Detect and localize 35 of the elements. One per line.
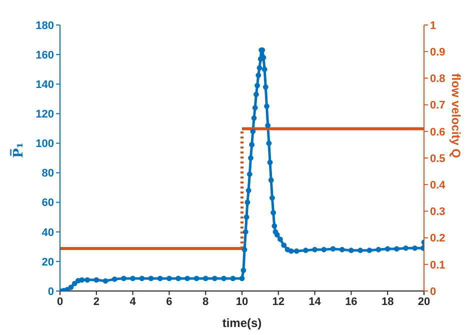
x-axis-title: time(s) [222, 316, 262, 330]
x-tick-label: 6 [166, 296, 172, 308]
x-tick-label: 4 [130, 296, 137, 308]
x-tick-label: 2 [93, 296, 100, 308]
y-axis-title: P̅₁ [10, 142, 27, 158]
y2-tick-label: 0.8 [430, 73, 446, 86]
y2-tick-label: 0.6 [430, 126, 446, 138]
y-tick-label: 120 [36, 108, 54, 121]
y-tick-label: 80 [42, 168, 54, 180]
y-tick-label: 140 [36, 79, 54, 92]
x-tick-label: 0 [56, 296, 64, 308]
y2-tick-label: 0 [430, 286, 436, 298]
y2-tick-label: 0.5 [430, 152, 446, 165]
y2-tick-label: 0.1 [430, 259, 446, 272]
y-tick-label: 160 [36, 49, 54, 62]
y-tick-label: 180 [36, 20, 54, 32]
x-tick-label: 8 [202, 296, 209, 308]
y2-tick-label: 0.3 [430, 206, 446, 218]
y-tick-label: 100 [36, 138, 54, 150]
y2-tick-label: 0.4 [430, 180, 446, 192]
x-tick-label: 14 [308, 296, 322, 308]
y-tick-label: 40 [42, 226, 54, 239]
y2-axis-title: flow velocity Q [448, 73, 463, 158]
y-tick-label: 0 [48, 286, 54, 298]
x-tick-label: 12 [272, 296, 285, 308]
x-tick-label: 16 [345, 296, 358, 308]
x-tick-label: 10 [236, 296, 248, 308]
x-tick-label: 18 [381, 296, 394, 308]
x-tick-label: 20 [418, 296, 430, 308]
y2-tick-label: 0.9 [430, 46, 446, 59]
y2-tick-label: 1 [430, 20, 436, 32]
y-tick-label: 20 [42, 256, 54, 268]
y2-tick-label: 0.7 [430, 100, 446, 112]
y2-tick-label: 0.2 [430, 232, 446, 245]
y-tick-label: 60 [42, 197, 54, 210]
